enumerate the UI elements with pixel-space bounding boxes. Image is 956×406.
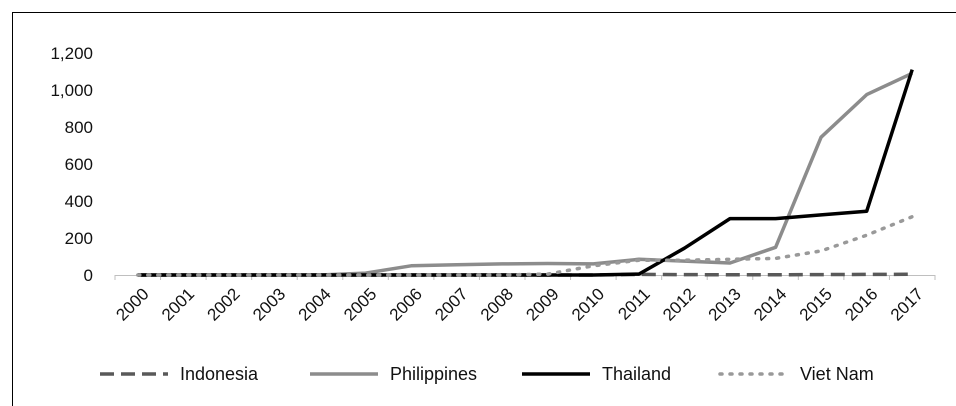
x-tick-label: 2005 <box>340 284 380 324</box>
series-line-philippines <box>137 71 913 277</box>
y-tick-label: 600 <box>65 155 93 174</box>
x-axis: 2000 2001 2002 2003 2004 2005 2006 2007 2008 2009… <box>112 275 936 325</box>
x-tick-label: 2009 <box>522 284 562 324</box>
x-tick-label: 2004 <box>295 284 335 324</box>
x-tick-label: 2000 <box>112 284 152 324</box>
x-tick-label: 2011 <box>614 284 653 323</box>
y-tick-label: 800 <box>65 118 93 137</box>
legend-label: Viet Nam <box>800 364 874 384</box>
series-line-viet-nam <box>136 214 914 277</box>
x-tick-label: 2003 <box>249 284 289 324</box>
x-tick-label: 2007 <box>431 284 471 324</box>
x-tick-label: 2017 <box>887 284 927 324</box>
x-tick-label: 2008 <box>477 284 517 324</box>
x-tick-label: 2012 <box>659 284 699 324</box>
y-tick-label: 1,200 <box>50 44 93 63</box>
y-tick-label: 0 <box>84 266 93 285</box>
x-tick-label: 2015 <box>796 284 836 324</box>
series-lines <box>136 69 914 277</box>
y-tick-label: 1,000 <box>50 81 93 100</box>
legend: Indonesia Philippines Thailand Viet Nam <box>100 364 874 384</box>
legend-label: Thailand <box>602 364 671 384</box>
x-tick-label: 2001 <box>158 284 198 324</box>
series-line-thailand <box>137 69 914 277</box>
x-tick-label: 2002 <box>204 284 244 324</box>
x-tick-label: 2013 <box>705 284 745 324</box>
y-tick-label: 200 <box>65 229 93 248</box>
legend-label: Indonesia <box>180 364 259 384</box>
x-tick-label: 2006 <box>386 284 426 324</box>
x-tick-label: 2010 <box>568 284 608 324</box>
x-tick-label: 2014 <box>750 284 790 324</box>
x-tick-label: 2016 <box>841 284 881 324</box>
y-tick-label: 400 <box>65 192 93 211</box>
legend-label: Philippines <box>390 364 477 384</box>
y-axis: 0 200 400 600 800 1,000 1,200 <box>50 44 93 285</box>
